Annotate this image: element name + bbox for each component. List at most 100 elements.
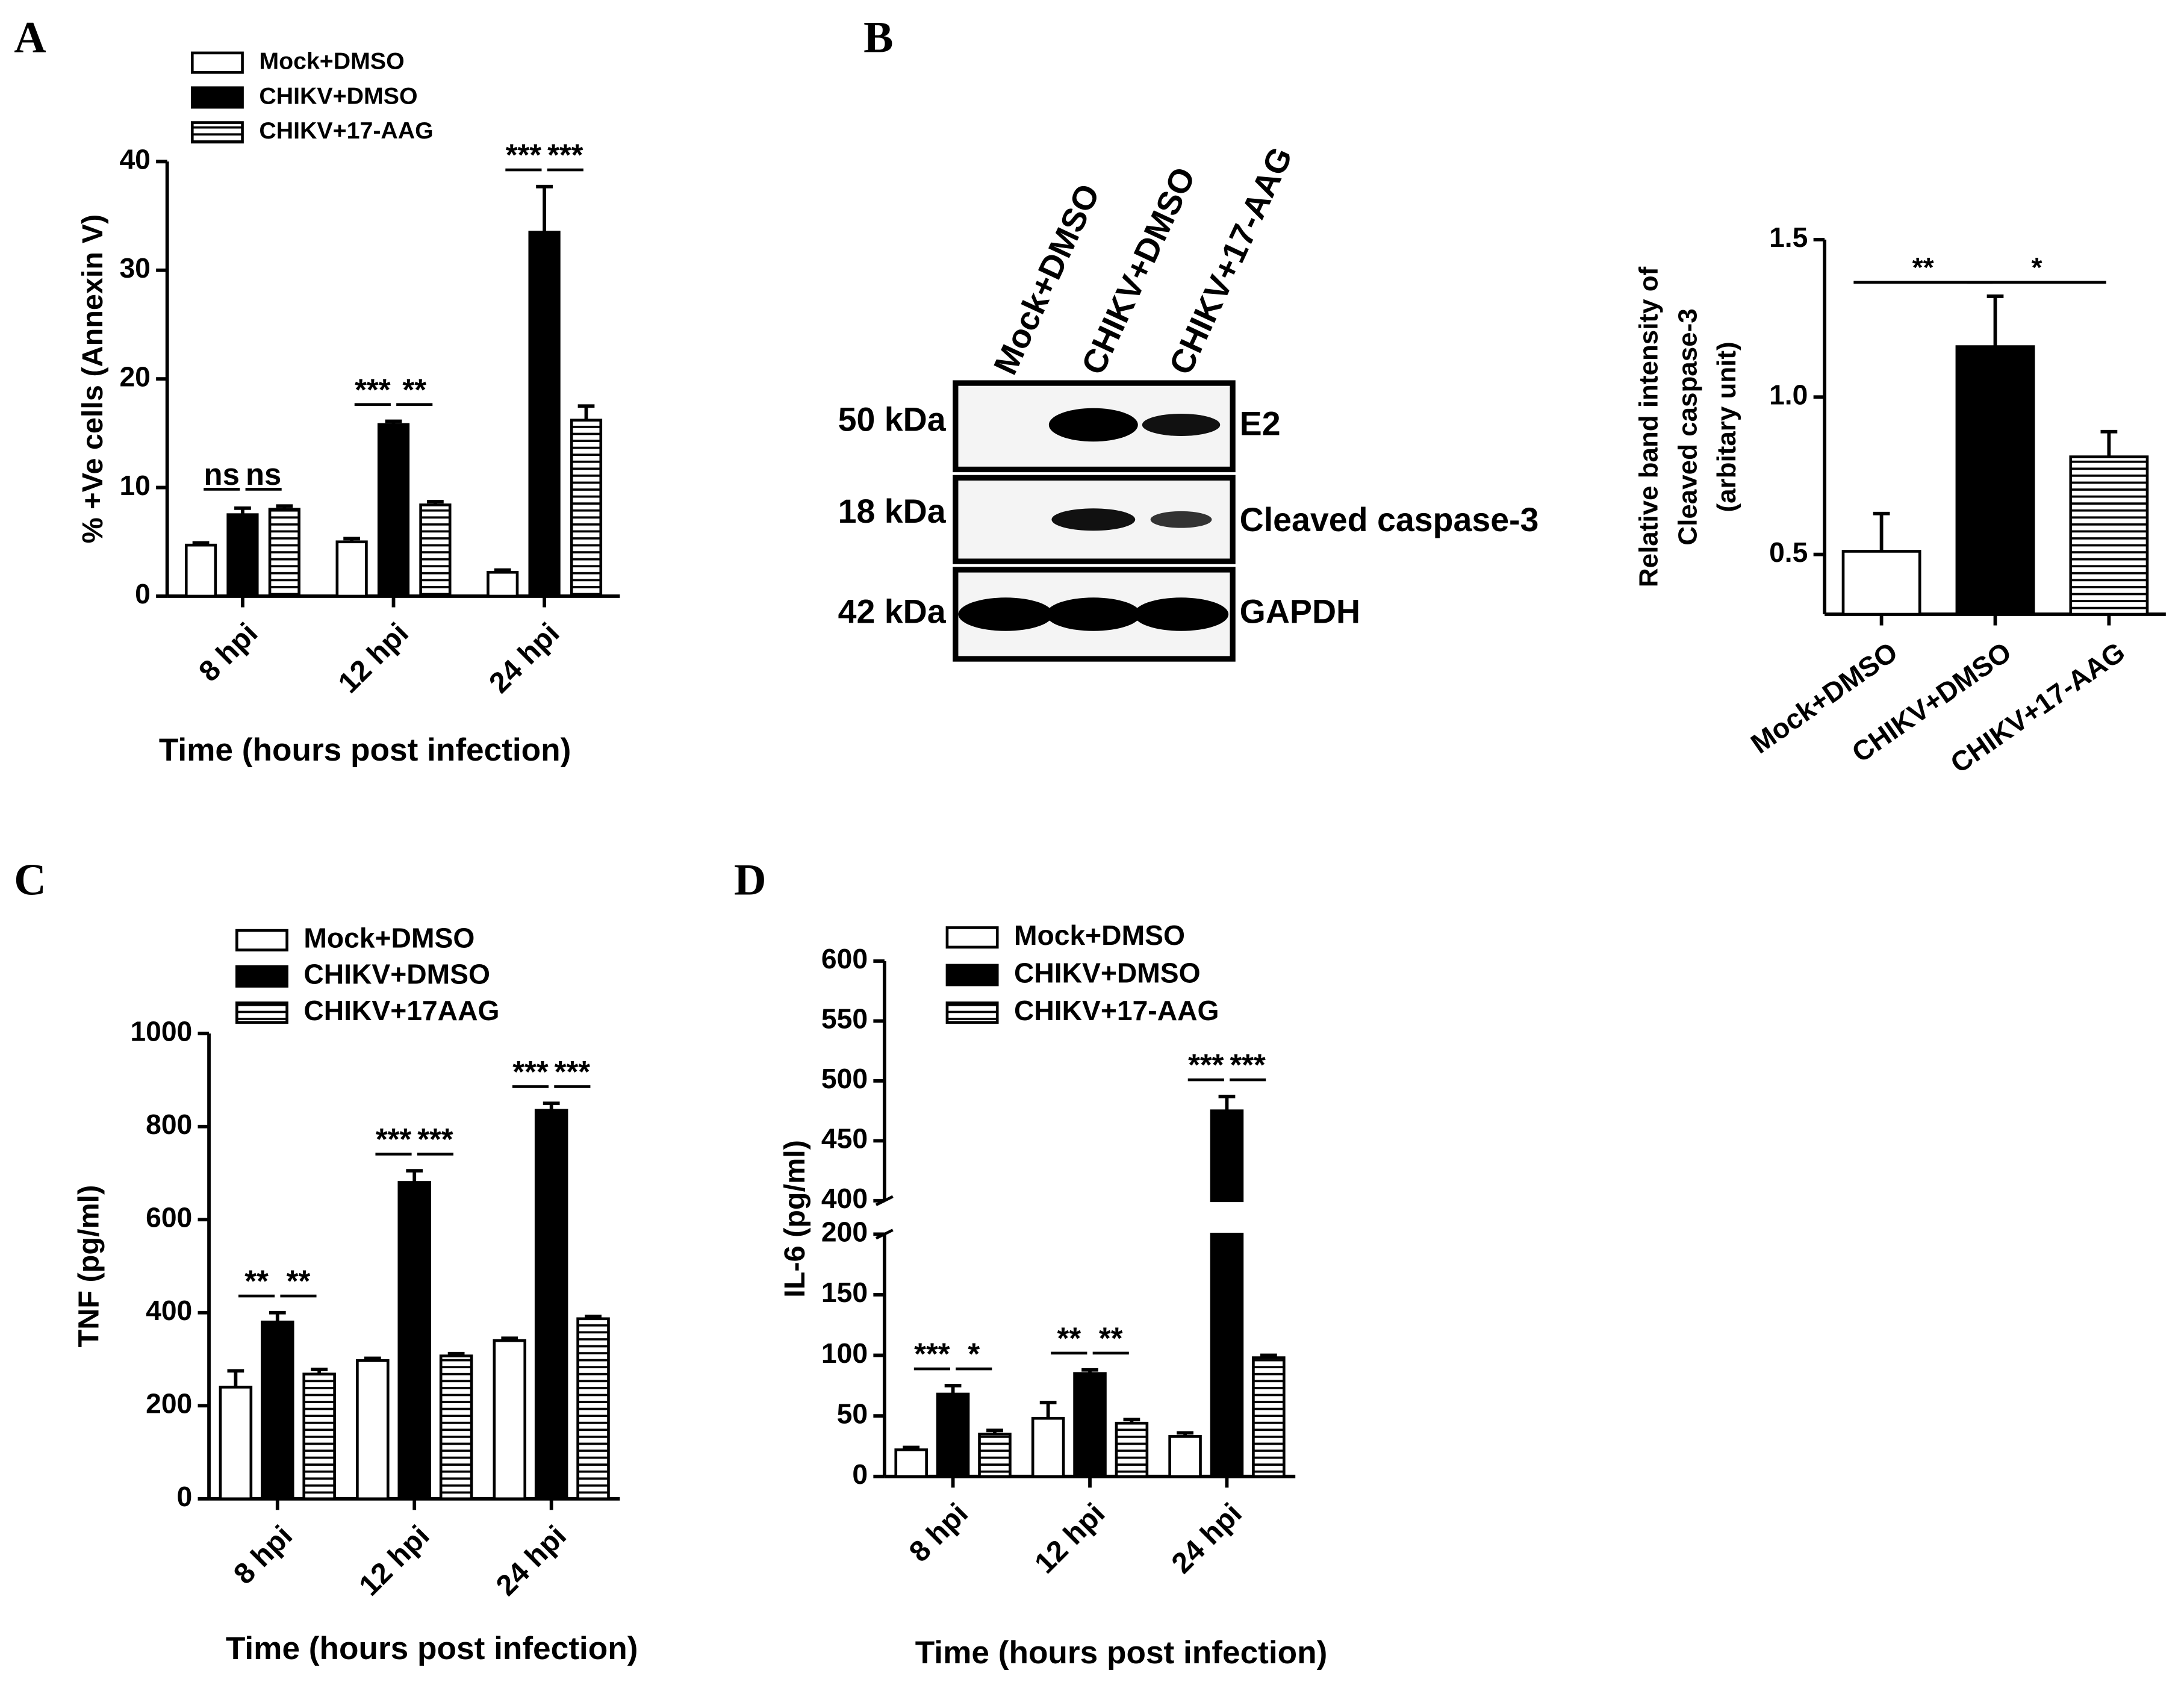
significance-label: ns: [204, 457, 240, 491]
band: [1150, 511, 1212, 528]
y-tick-label: 100: [821, 1338, 868, 1369]
significance-label: ***: [512, 1054, 549, 1089]
legend-swatch: [945, 1001, 999, 1024]
bar: [576, 1317, 610, 1501]
bar: [302, 1372, 336, 1501]
y-tick-label: 0: [135, 578, 151, 609]
legend-swatch: [945, 964, 999, 986]
y-tick-label: 800: [146, 1109, 192, 1140]
size-label: 18 kDa: [838, 493, 947, 530]
y-tick-label: 0: [177, 1481, 193, 1512]
band: [1046, 597, 1141, 631]
y-tick-label: 0.5: [1769, 537, 1808, 568]
bar: [226, 513, 259, 598]
y-tick-label: 600: [821, 943, 868, 974]
y-axis-label: Cleaved caspase-3: [1673, 308, 1702, 545]
protein-label: E2: [1240, 405, 1281, 442]
y-tick-label: 0: [852, 1459, 868, 1490]
legend-swatch: [235, 929, 288, 951]
y-axis-label: TNF (pg/ml): [72, 1185, 105, 1348]
y-tick-label: 200: [821, 1216, 868, 1248]
significance-label: ***: [1188, 1048, 1224, 1082]
legend-swatch: [235, 1001, 288, 1024]
x-tick-label: 24 hpi: [1165, 1497, 1248, 1580]
y-tick-label: 200: [146, 1388, 192, 1419]
protein-label: Cleaved caspase-3: [1240, 501, 1539, 538]
band: [1048, 408, 1138, 442]
size-label: 42 kDa: [838, 593, 947, 631]
bar: [1073, 1372, 1107, 1478]
y-tick-label: 50: [837, 1398, 868, 1429]
panel-letter: C: [14, 856, 46, 905]
y-tick-label: 150: [821, 1277, 868, 1308]
x-tick-label: 8 hpi: [228, 1519, 299, 1590]
significance-label: **: [1099, 1321, 1123, 1356]
bar: [570, 419, 603, 598]
y-tick-label: 40: [119, 144, 150, 175]
bar: [268, 508, 300, 598]
significance-label: *: [2031, 252, 2042, 283]
panel-letter: B: [863, 13, 893, 62]
significance-label: **: [402, 372, 426, 406]
legend-label: CHIKV+DMSO: [259, 83, 417, 109]
legend-swatch: [235, 965, 288, 988]
significance-label: ***: [376, 1122, 412, 1156]
significance-label: ***: [506, 138, 542, 172]
panel-letter: A: [14, 13, 46, 62]
band: [1142, 413, 1221, 436]
band: [1051, 508, 1136, 531]
bar: [493, 1339, 527, 1501]
x-tick-label: 8 hpi: [903, 1497, 974, 1568]
legend-swatch: [190, 86, 244, 109]
x-tick-label: 8 hpi: [193, 617, 264, 688]
bar: [894, 1448, 928, 1478]
band: [958, 597, 1053, 631]
significance-label: ***: [355, 372, 391, 406]
legend-label: Mock+DMSO: [303, 923, 474, 954]
bar: [528, 231, 561, 598]
legend-label: CHIKV+DMSO: [1014, 957, 1201, 988]
legend-swatch: [945, 926, 999, 949]
legend-swatch: [190, 51, 244, 74]
x-axis-label: Time (hours post infection): [159, 732, 571, 768]
bar: [419, 503, 452, 598]
y-tick-label: 500: [821, 1063, 868, 1094]
y-tick-label: 20: [119, 361, 150, 392]
y-tick-label: 400: [146, 1295, 192, 1326]
bar: [184, 543, 217, 598]
x-tick-label: 24 hpi: [483, 617, 565, 699]
y-tick-label: 600: [146, 1201, 192, 1233]
panel-letter: D: [734, 856, 766, 905]
bar: [261, 1320, 294, 1501]
band: [1133, 597, 1229, 631]
bar: [335, 540, 368, 598]
significance-label: ***: [417, 1122, 453, 1156]
significance-label: **: [287, 1264, 311, 1298]
legend-label: CHIKV+DMSO: [303, 959, 490, 990]
protein-label: GAPDH: [1240, 593, 1360, 631]
y-tick-label: 450: [821, 1123, 868, 1154]
bar: [2069, 455, 2149, 616]
y-tick-label: 400: [821, 1183, 868, 1214]
significance-label: ***: [1230, 1048, 1266, 1082]
legend-swatch: [190, 121, 244, 144]
bar: [978, 1433, 1012, 1478]
legend-label: CHIKV+17-AAG: [259, 117, 433, 144]
legend-label: CHIKV+17AAG: [303, 995, 499, 1026]
legend-label: Mock+DMSO: [1014, 920, 1185, 951]
legend-label: Mock+DMSO: [259, 48, 404, 74]
y-tick-label: 550: [821, 1003, 868, 1035]
y-tick-label: 1000: [130, 1015, 192, 1047]
bar: [397, 1181, 431, 1501]
bar: [377, 423, 410, 598]
bar: [1955, 345, 2035, 616]
bar: [356, 1359, 390, 1501]
x-tick-label: 24 hpi: [490, 1519, 573, 1602]
legend-label: CHIKV+17-AAG: [1014, 995, 1219, 1026]
y-axis-label: % +Ve cells (Annexin V): [76, 214, 109, 544]
bar: [1031, 1416, 1065, 1478]
bar: [439, 1354, 473, 1501]
y-tick-label: 1.0: [1769, 379, 1808, 410]
significance-label: ***: [555, 1054, 591, 1089]
